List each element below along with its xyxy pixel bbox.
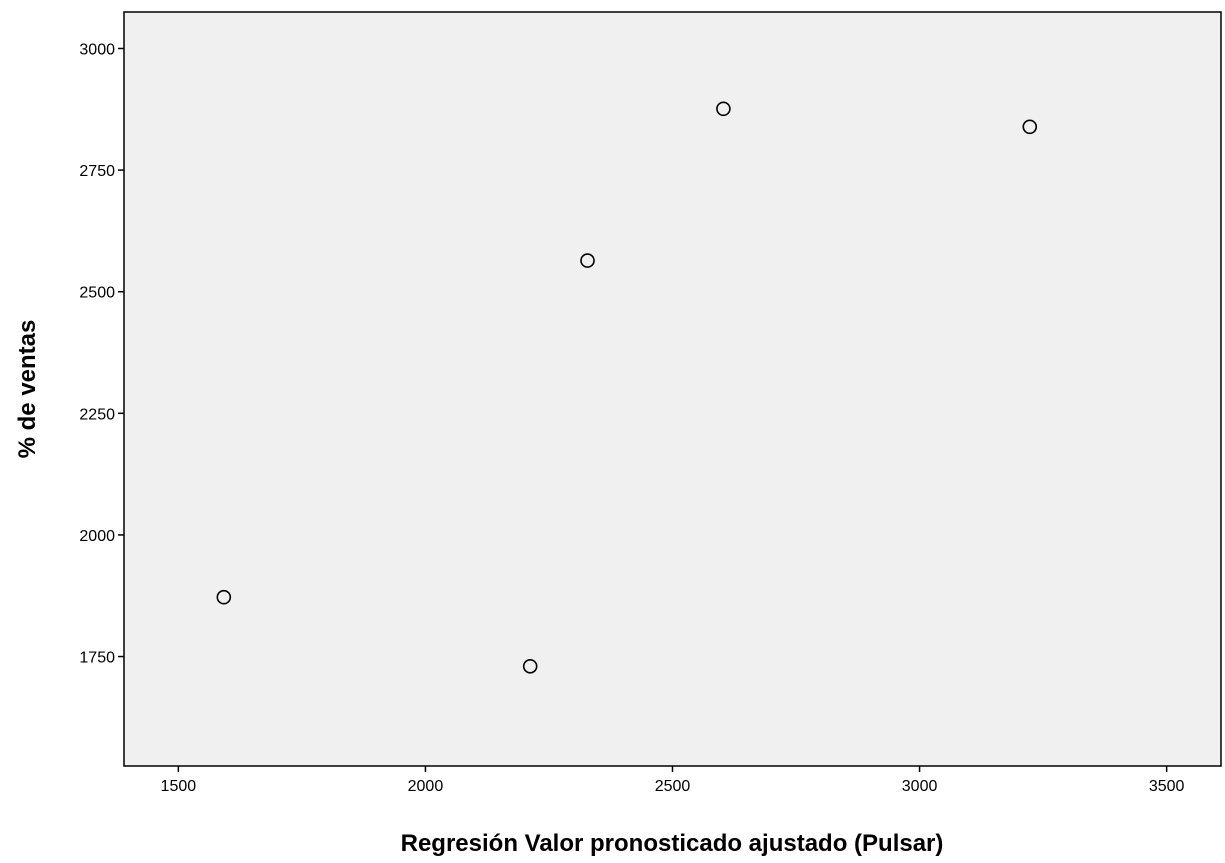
y-tick-label: 1750 xyxy=(79,650,115,667)
x-tick-label: 3500 xyxy=(1149,778,1185,795)
y-tick-label: 2500 xyxy=(79,285,115,302)
x-tick-label: 2000 xyxy=(408,778,444,795)
y-tick-label: 2750 xyxy=(79,163,115,180)
y-axis-title: % de ventas xyxy=(14,320,41,459)
y-tick-label: 2250 xyxy=(79,406,115,423)
y-axis: 1750 2000 2250 2500 2750 3000 xyxy=(79,41,124,667)
data-point xyxy=(1022,119,1038,135)
plot-area xyxy=(123,11,1222,767)
y-tick-label: 3000 xyxy=(79,41,115,58)
x-axis: 1500 2000 2500 3000 3500 xyxy=(161,766,1185,795)
data-point xyxy=(216,589,232,605)
data-point xyxy=(580,253,595,268)
data-point xyxy=(522,658,538,674)
y-tick-label: 2000 xyxy=(79,528,115,545)
data-point xyxy=(716,101,731,117)
x-tick-label: 3000 xyxy=(902,778,938,795)
x-tick-label: 1500 xyxy=(161,778,197,795)
x-tick-label: 2500 xyxy=(655,778,691,795)
x-axis-title: Regresión Valor pronosticado ajustado (P… xyxy=(401,830,944,857)
data-points xyxy=(216,101,1038,674)
